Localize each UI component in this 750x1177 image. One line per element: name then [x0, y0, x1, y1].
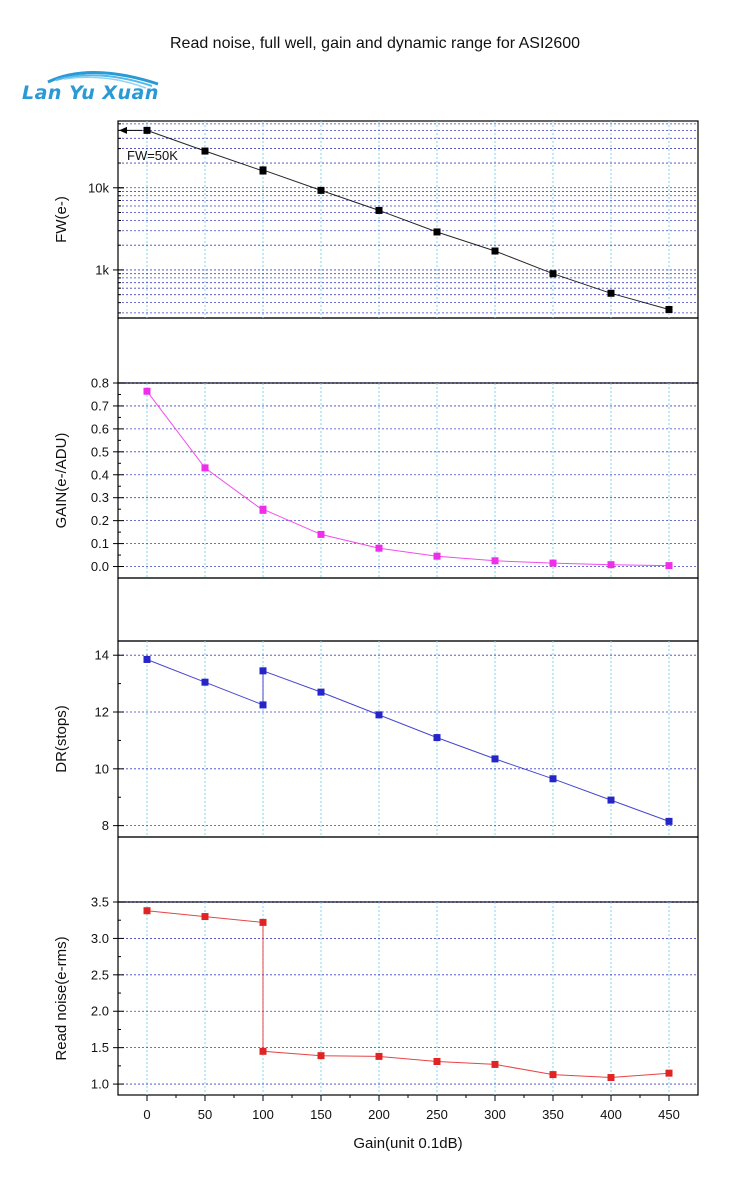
y-tick-label: 0.6 [91, 421, 109, 436]
data-point [317, 1052, 325, 1060]
y-tick-label: 2.0 [91, 1004, 109, 1019]
data-point [607, 289, 615, 297]
data-point [143, 655, 151, 663]
x-tick-label: 400 [600, 1107, 622, 1122]
x-tick-label: 50 [198, 1107, 212, 1122]
y-axis-label: FW(e-) [53, 196, 70, 243]
data-point [491, 247, 499, 255]
x-tick-label: 200 [368, 1107, 390, 1122]
data-point [259, 1047, 267, 1055]
x-tick-label: 350 [542, 1107, 564, 1122]
data-point [665, 305, 673, 313]
data-point [665, 562, 673, 570]
data-point [201, 913, 209, 921]
y-axis-label: Read noise(e-rms) [53, 936, 70, 1060]
y-tick-label: 1k [95, 262, 109, 277]
data-point [375, 711, 383, 719]
y-tick-label: 0.7 [91, 398, 109, 413]
data-point [143, 126, 151, 134]
y-tick-label: 3.0 [91, 931, 109, 946]
data-point [607, 796, 615, 804]
data-point [317, 688, 325, 696]
y-tick-label: 14 [95, 648, 109, 663]
x-tick-label: 450 [658, 1107, 680, 1122]
data-point [549, 270, 557, 278]
y-tick-label: 1.5 [91, 1040, 109, 1055]
x-axis-label: Gain(unit 0.1dB) [353, 1135, 462, 1152]
data-point [375, 206, 383, 214]
data-point [433, 228, 441, 236]
y-tick-label: 0.3 [91, 490, 109, 505]
y-tick-label: 0.2 [91, 513, 109, 528]
data-point [259, 667, 267, 675]
data-point [491, 557, 499, 565]
y-tick-label: 10k [88, 180, 109, 195]
data-point [607, 1074, 615, 1082]
data-point [665, 1069, 673, 1077]
data-point [317, 186, 325, 194]
data-point [607, 561, 615, 569]
panel-frame-3 [117, 577, 699, 642]
data-point [201, 147, 209, 155]
y-axis-label: DR(stops) [53, 705, 70, 773]
data-point [665, 817, 673, 825]
y-axis-label: GAIN(e-/ADU) [53, 433, 70, 529]
x-tick-label: 150 [310, 1107, 332, 1122]
data-point [143, 387, 151, 395]
logo-text: Lan Yu Xuan [22, 82, 159, 104]
y-tick-label: 0.0 [91, 559, 109, 574]
annotation-label: FW=50K [127, 148, 178, 163]
y-tick-label: 0.5 [91, 444, 109, 459]
panel-rn: 1.0 1.5 2.0 2.5 3.0 3.5 Read noise(e-rms) [53, 895, 698, 1095]
y-tick-label: 1.0 [91, 1077, 109, 1092]
data-point [549, 559, 557, 567]
data-point [375, 1052, 383, 1060]
data-point [259, 505, 267, 513]
series-line [146, 659, 670, 822]
x-tick-label: 250 [426, 1107, 448, 1122]
data-point [433, 1057, 441, 1065]
y-tick-label: 3.5 [91, 895, 109, 910]
data-point [259, 918, 267, 926]
data-point [143, 907, 151, 915]
chart-title: Read noise, full well, gain and dynamic … [169, 35, 581, 52]
data-point [259, 701, 267, 709]
data-point [317, 530, 325, 538]
panel-fw: 1k 10k FW(e-) FW=50K [53, 121, 698, 318]
panel-frame-1 [117, 317, 699, 384]
y-tick-label: 12 [95, 705, 109, 720]
logo-swoosh-icon [47, 70, 159, 89]
data-point [491, 1060, 499, 1068]
series-line [146, 390, 670, 567]
series-line [146, 910, 670, 1079]
panel-frame-5 [117, 836, 699, 903]
y-tick-label: 0.8 [91, 376, 109, 391]
data-point [549, 775, 557, 783]
data-point [433, 734, 441, 742]
annotation-arrow-head [119, 126, 127, 134]
x-tick-label: 300 [484, 1107, 506, 1122]
y-tick-label: 2.5 [91, 967, 109, 982]
data-point [491, 755, 499, 763]
x-tick-label: 0 [143, 1107, 150, 1122]
x-tick-label: 100 [252, 1107, 274, 1122]
y-tick-label: 8 [102, 818, 109, 833]
data-point [201, 464, 209, 472]
data-point [201, 678, 209, 686]
panel-dr: 8 10 12 14 DR(stops) [53, 641, 698, 837]
panel-gain: 0.0 0.1 0.2 0.3 0.4 0.5 0.6 0.7 0.8 GAIN(e-/ADU) [53, 376, 698, 578]
y-tick-label: 10 [95, 761, 109, 776]
y-tick-label: 0.4 [91, 467, 109, 482]
data-point [549, 1071, 557, 1079]
brand-logo: Lan Yu Xuan [20, 66, 165, 110]
data-point [259, 166, 267, 174]
y-tick-label: 0.1 [91, 536, 109, 551]
data-point [375, 544, 383, 552]
data-point [433, 552, 441, 560]
